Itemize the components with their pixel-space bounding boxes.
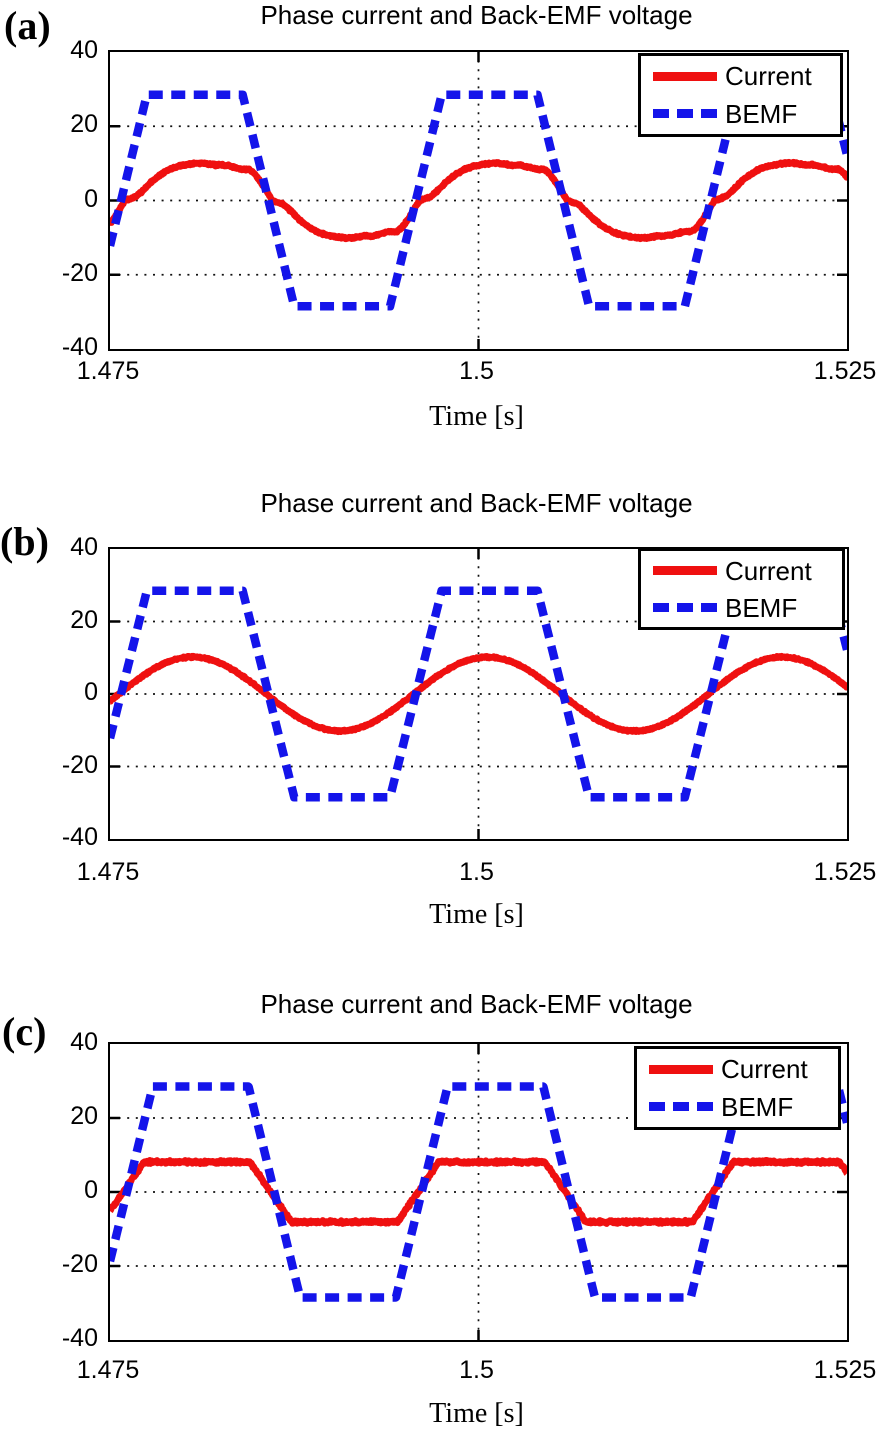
y-axis-tick-a-4: -40 <box>61 333 98 361</box>
x-axis-tick-a-2: 1.525 <box>813 357 877 385</box>
y-axis-tick-b-2: 0 <box>84 678 98 706</box>
x-axis-label-a: Time [s] <box>429 401 524 432</box>
waveform-svg-a <box>110 52 847 349</box>
legend-label-bemf-b: BEMF <box>725 592 798 623</box>
y-axis-tick-a-3: -20 <box>61 259 98 287</box>
waveform-svg-c <box>110 1044 847 1340</box>
panel-label-c: (c) <box>2 1009 47 1054</box>
y-axis-tick-c-2: 0 <box>84 1176 98 1204</box>
chart-title-c: Phase current and Back-EMF voltage <box>260 989 693 1019</box>
legend-item-bemf-c: BEMF <box>649 1093 826 1122</box>
x-axis-tick-c-0: 1.475 <box>76 1356 140 1384</box>
bemf-line-a <box>110 90 847 311</box>
x-axis-tick-b-0: 1.475 <box>76 858 140 886</box>
y-axis-tick-a-1: 20 <box>70 110 98 138</box>
panel-label-a: (a) <box>4 3 51 48</box>
x-axis-tick-b-1: 1.5 <box>459 858 494 886</box>
x-axis-tick-a-1: 1.5 <box>459 357 494 385</box>
plot-area-a: Current BEMF <box>108 50 849 351</box>
legend-label-bemf-c: BEMF <box>721 1091 794 1122</box>
y-axis-tick-c-3: -20 <box>61 1250 98 1278</box>
waveform-svg-b <box>110 549 847 839</box>
x-axis-tick-b-2: 1.525 <box>813 858 877 886</box>
legend-item-bemf-a: BEMF <box>653 100 828 129</box>
y-axis-tick-a-0: 40 <box>70 36 98 64</box>
legend-label-current-b: Current <box>725 555 812 586</box>
bemf-line-sample-a <box>653 109 717 119</box>
bemf-line-sample-b <box>653 603 717 612</box>
legend-item-bemf-b: BEMF <box>653 594 830 622</box>
legend-item-current-b: Current <box>653 557 830 585</box>
legend-label-current-c: Current <box>721 1054 808 1085</box>
legend-label-bemf-a: BEMF <box>725 98 798 129</box>
x-axis-label-c: Time [s] <box>429 1398 524 1429</box>
plot-area-b: Current BEMF <box>108 547 849 841</box>
y-axis-tick-c-1: 20 <box>70 1102 98 1130</box>
plot-area-c: Current BEMF <box>108 1042 849 1342</box>
y-axis-tick-b-1: 20 <box>70 606 98 634</box>
chart-title-b: Phase current and Back-EMF voltage <box>260 488 693 518</box>
legend-item-current-c: Current <box>649 1055 826 1084</box>
current-line-sample-b <box>653 566 717 575</box>
bemf-line-c <box>110 1082 847 1302</box>
y-axis-tick-a-2: 0 <box>84 185 98 213</box>
bemf-line-b <box>110 586 847 802</box>
y-axis-tick-b-0: 40 <box>70 533 98 561</box>
x-axis-label-b: Time [s] <box>429 899 524 930</box>
legend-item-current-a: Current <box>653 62 828 91</box>
y-axis-tick-c-4: -40 <box>61 1324 98 1352</box>
legend-label-current-a: Current <box>725 61 812 92</box>
current-line-sample-a <box>653 71 717 81</box>
current-line-b <box>110 652 847 736</box>
legend-b: Current BEMF <box>638 548 845 630</box>
y-axis-tick-b-3: -20 <box>61 751 98 779</box>
x-axis-tick-c-2: 1.525 <box>813 1356 877 1384</box>
legend-c: Current BEMF <box>634 1046 841 1130</box>
chart-title-a: Phase current and Back-EMF voltage <box>260 0 693 30</box>
legend-a: Current BEMF <box>638 53 843 137</box>
y-axis-tick-b-4: -40 <box>61 823 98 851</box>
x-axis-tick-a-0: 1.475 <box>76 357 140 385</box>
x-axis-tick-c-1: 1.5 <box>459 1356 494 1384</box>
current-line-sample-c <box>649 1064 713 1074</box>
panel-label-b: (b) <box>0 519 49 564</box>
y-axis-tick-c-0: 40 <box>70 1028 98 1056</box>
current-line-a <box>110 158 847 243</box>
bemf-line-sample-c <box>649 1102 713 1112</box>
